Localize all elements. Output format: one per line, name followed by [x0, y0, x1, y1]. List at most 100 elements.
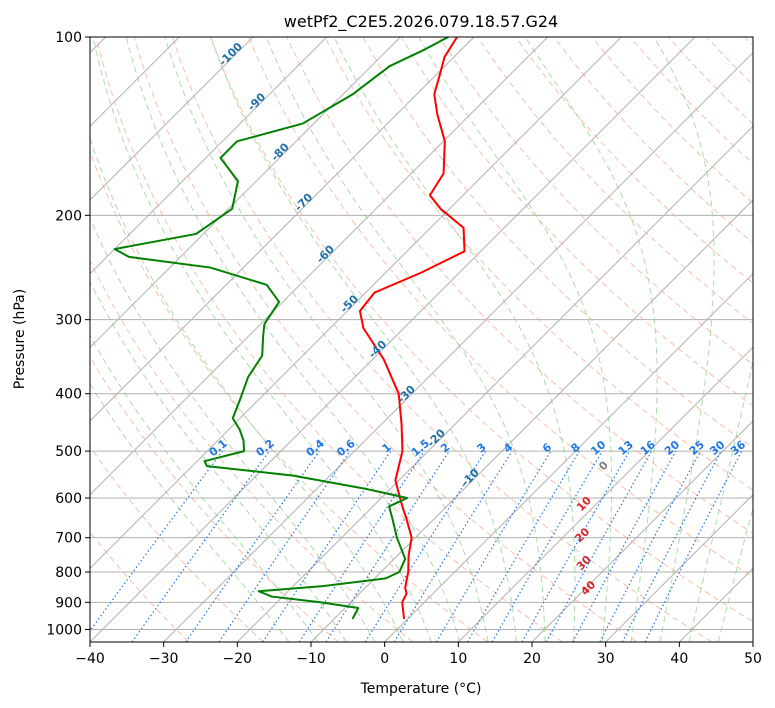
isotherm-line	[90, 37, 401, 349]
isotherm-line	[90, 37, 328, 275]
x-tick-label: 40	[670, 651, 688, 667]
y-tick-label: 100	[55, 30, 82, 46]
moist-adiabat	[688, 358, 753, 642]
dry-adiabat	[90, 150, 488, 642]
isotherm-line	[384, 272, 753, 642]
moist-adiabat	[418, 37, 613, 642]
dry-adiabat	[286, 37, 753, 534]
y-tick-label: 200	[55, 208, 82, 224]
plot-frame	[89, 36, 754, 643]
dry-adiabat-label: -60	[314, 242, 337, 265]
moist-adiabat	[333, 37, 576, 642]
mixing-ratio-line	[644, 450, 743, 642]
dry-adiabat	[90, 259, 414, 642]
dry-adiabat-label: -100	[216, 40, 245, 69]
x-tick-label: −30	[149, 651, 179, 667]
isotherm-line	[90, 37, 622, 570]
isotherm-line	[90, 37, 254, 201]
mixing-ratio-line	[393, 450, 513, 642]
moist-adiabat	[210, 37, 517, 642]
isotherm-line	[90, 37, 475, 422]
x-tick-label: 10	[449, 651, 467, 667]
mixing-ratio-label: 6	[540, 440, 554, 455]
isotherm-line	[236, 125, 753, 642]
mixing-ratio-label: 0.4	[304, 437, 328, 460]
mixing-ratio-line	[262, 450, 392, 642]
dry-adiabat	[90, 445, 264, 642]
dry-adiabat	[95, 37, 563, 642]
x-tick-label: −40	[75, 651, 105, 667]
dry-adiabat	[477, 37, 753, 325]
series-layer	[113, 37, 466, 620]
isotherm-line	[605, 493, 753, 642]
x-tick-label: −20	[223, 651, 253, 667]
mixing-ratio-line	[298, 450, 425, 642]
moist-adiabat	[90, 334, 319, 642]
moist-adiabat	[92, 37, 432, 642]
x-tick-label: 30	[597, 651, 615, 667]
dry-adiabat	[171, 37, 712, 642]
moist-adiabat-label: 0	[596, 458, 611, 473]
x-tick-label: 0	[380, 651, 389, 667]
mixing-ratio-label: 0.6	[334, 437, 358, 460]
y-tick-label: 700	[55, 531, 82, 547]
mixing-ratio-line	[185, 450, 320, 642]
mixing-ratio-label: 20	[662, 438, 682, 458]
moist-adiabat	[265, 37, 546, 642]
x-tick-label: −10	[296, 651, 326, 667]
dry-adiabat	[324, 37, 753, 491]
moist-adiabat	[524, 37, 658, 642]
isotherm-line	[90, 37, 696, 642]
mixing-ratio-line	[325, 450, 450, 642]
moist-adiabat-label: 30	[574, 553, 594, 573]
y-tick-label: 500	[55, 444, 82, 460]
mixing-ratio-label: 25	[687, 438, 707, 458]
temperature-profile-line	[358, 37, 466, 620]
y-tick-label: 800	[55, 565, 82, 581]
moist-adiabat	[653, 37, 715, 642]
moist-adiabat-label: 40	[578, 578, 598, 598]
isotherm-line	[90, 37, 549, 496]
dry-adiabat	[591, 37, 753, 204]
mixing-ratio-label: 0.2	[253, 437, 276, 459]
moist-adiabat	[90, 382, 290, 642]
mixing-ratio-line	[572, 450, 677, 642]
mixing-ratio-line	[435, 450, 552, 642]
mixing-ratio-line	[90, 450, 223, 632]
y-axis-label: Pressure (hPa)	[12, 289, 28, 389]
dry-adiabat-label: -90	[245, 90, 268, 113]
dry-adiabat-label: -10	[459, 466, 482, 489]
y-tick-label: 1000	[46, 622, 82, 638]
plot-area: 0.1 0.2 0.4 0.6 1 1.5 2 3 4 6 8 10 13 16 20 25 30 36-100-…	[90, 37, 753, 642]
mixing-ratio-line	[521, 450, 631, 642]
mixing-ratio-line	[545, 450, 653, 642]
y-tick-label: 900	[55, 595, 82, 611]
x-axis-label: Temperature (°C)	[360, 681, 482, 697]
isotherm-line	[163, 51, 753, 642]
dewpoint-profile-line	[113, 37, 449, 620]
dry-adiabat	[210, 37, 753, 623]
mixing-ratio-label: 36	[728, 438, 748, 458]
mixing-ratio-label: 13	[616, 438, 636, 458]
mixing-ratio-label: 30	[707, 438, 727, 458]
dry-adiabat	[706, 37, 753, 86]
isotherm-line	[457, 346, 753, 642]
dry-adiabat	[90, 531, 190, 642]
chart-title: wetPf2_C2E5.2026.079.18.57.G24	[284, 12, 558, 32]
dry-adiabat-label: -80	[269, 140, 292, 163]
line-labels: 0.1 0.2 0.4 0.6 1 1.5 2 3 4 6 8 10 13 16 20 25 30 36-100-…	[207, 40, 749, 598]
moist-adiabat	[164, 37, 489, 642]
moist-adiabat	[90, 136, 404, 642]
mixing-ratio-line	[599, 450, 702, 642]
mixing-ratio-label: 4	[501, 440, 515, 455]
moist-adiabat	[125, 37, 461, 642]
y-axis: 100 200 300 400 500 600 700 800 900 1000	[46, 30, 90, 638]
dry-adiabat	[133, 37, 638, 642]
x-axis: −40 −30 −20 −10 0 10 20 30 40 50	[75, 642, 762, 667]
mixing-ratio-label: 8	[569, 441, 583, 456]
dry-adiabat	[744, 37, 753, 47]
y-tick-label: 300	[55, 313, 82, 329]
dry-adiabat-label: -30	[395, 383, 418, 406]
y-tick-label: 600	[55, 491, 82, 507]
